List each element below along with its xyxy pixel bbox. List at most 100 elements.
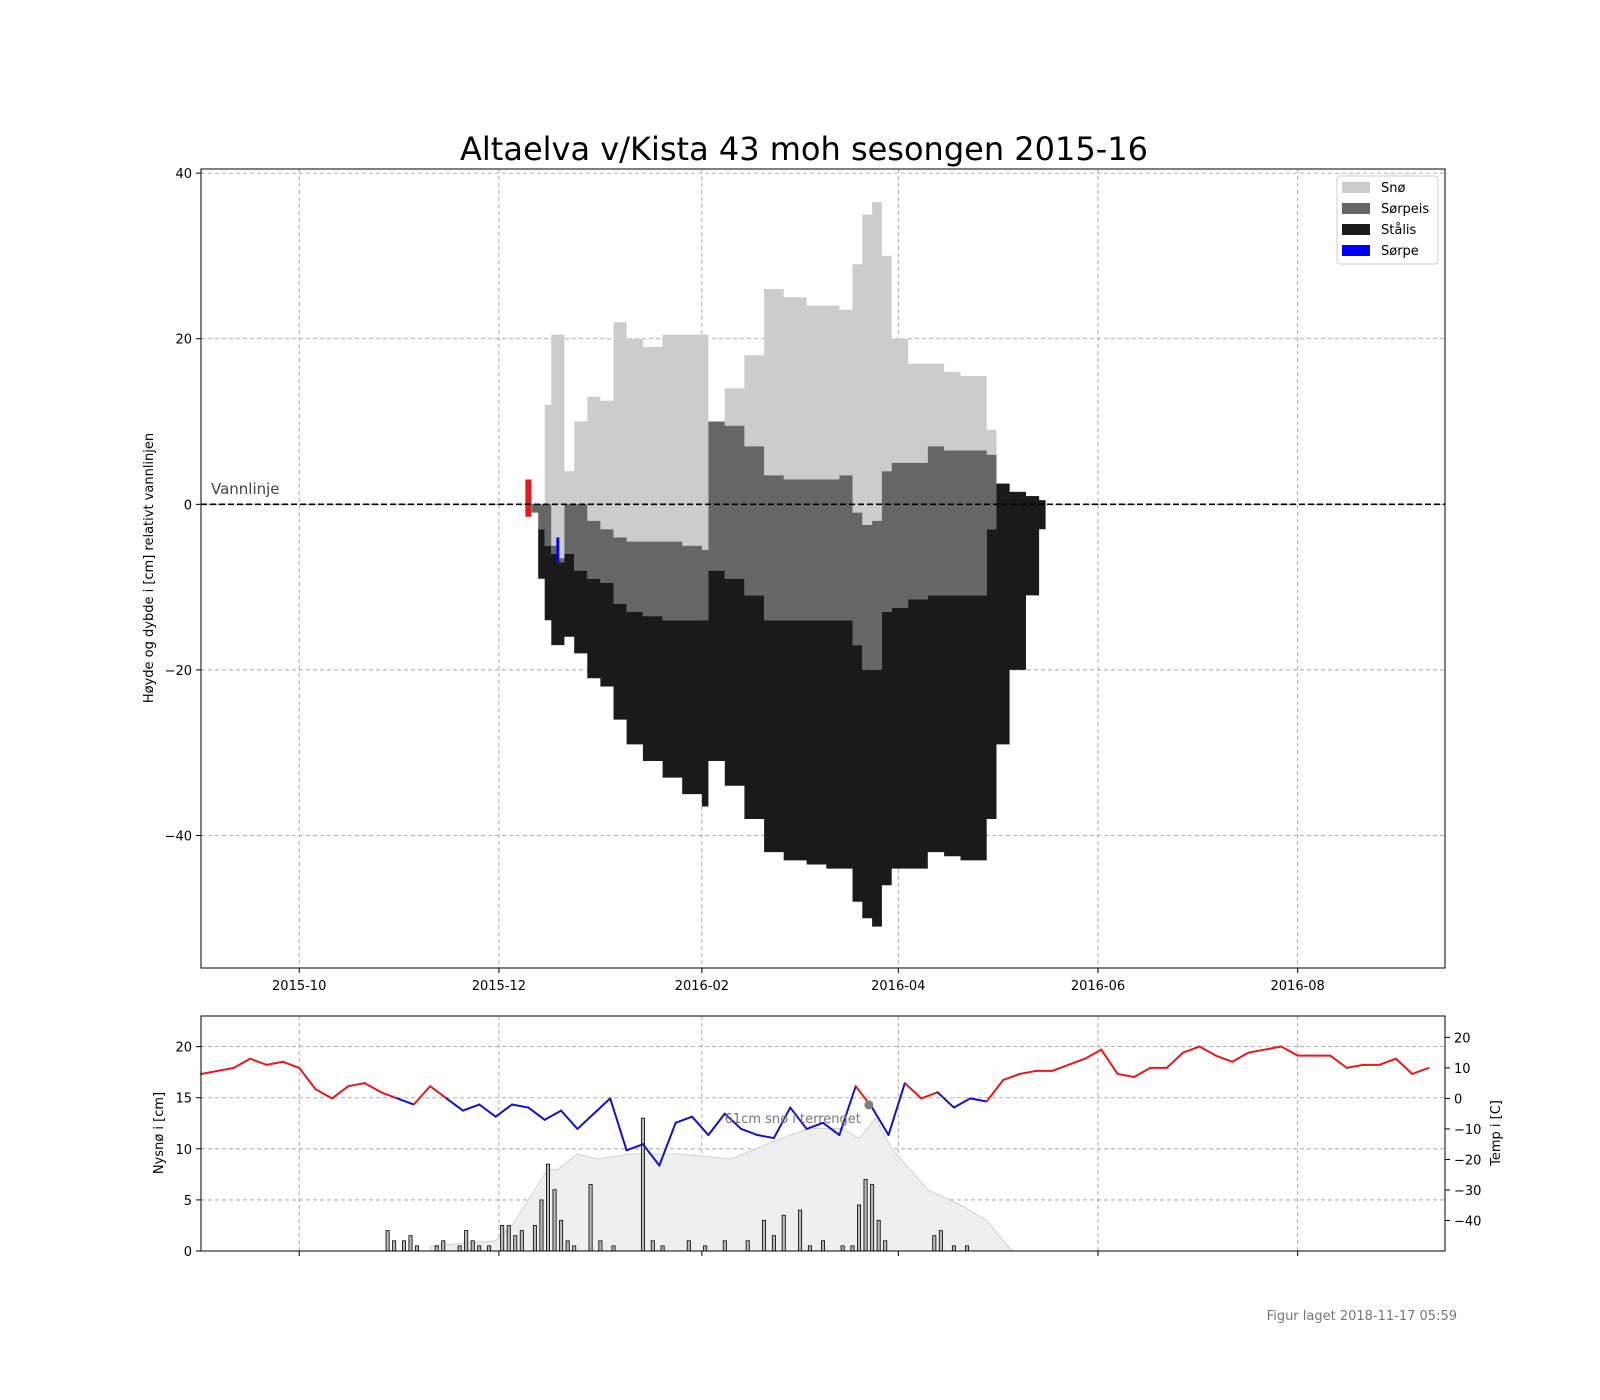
bottom-y-tick-label: 10 [175, 1143, 192, 1158]
temperature-segment [478, 1103, 497, 1118]
legend-label-snow: Snø [1381, 181, 1405, 196]
temperature-segment [281, 1060, 301, 1069]
temperature-segment [1198, 1045, 1217, 1057]
temperature-segment [1280, 1045, 1299, 1057]
new-snow-bar [464, 1230, 469, 1252]
waterline-label: Vannlinje [211, 480, 280, 498]
temperature-segment [298, 1066, 317, 1091]
temperature-segment [756, 1134, 775, 1140]
slush-marker [556, 537, 560, 563]
ice-start-marker [525, 479, 532, 517]
new-snow-bar [500, 1225, 505, 1252]
temperature-segment [1018, 1069, 1037, 1075]
temperature-segment [1182, 1045, 1201, 1054]
new-snow-bar [506, 1225, 511, 1252]
temperature-segment [625, 1143, 644, 1152]
new-snow-bar [441, 1240, 446, 1252]
temperature-segment [789, 1106, 808, 1130]
new-snow-bar [781, 1214, 786, 1252]
temperature-segment [1247, 1048, 1266, 1054]
new-snow-bar [611, 1245, 616, 1252]
new-snow-bar [883, 1240, 888, 1252]
legend-label-black-ice: Stålis [1381, 223, 1417, 238]
new-snow-bar [840, 1245, 845, 1252]
temperature-segment [1214, 1054, 1234, 1063]
new-snow-bar [821, 1240, 826, 1252]
temperature-segment [969, 1097, 988, 1103]
temperature-segment [445, 1097, 464, 1112]
new-snow-bar [434, 1245, 439, 1252]
temperature-segment [380, 1091, 399, 1100]
bottom-x-axis [298, 1251, 1299, 1256]
temperature-segment [920, 1091, 939, 1100]
temperature-segment [576, 1112, 595, 1130]
temperature-segment [1100, 1048, 1119, 1075]
new-snow-bar [519, 1230, 524, 1252]
temperature-segment [1002, 1072, 1021, 1082]
temperature-segment [707, 1112, 726, 1137]
main-x-tick-label: 2016-02 [675, 979, 729, 994]
new-snow-bar [745, 1240, 750, 1252]
new-snow-bar [771, 1235, 776, 1252]
temperature-segment [412, 1085, 432, 1106]
temperature-segment [396, 1097, 415, 1106]
temperature-segment [723, 1112, 743, 1130]
temperature-segment [805, 1121, 824, 1130]
temperature-segment [1165, 1051, 1185, 1069]
temperature-segment [1133, 1066, 1152, 1079]
temperature-segment [363, 1082, 383, 1094]
new-snow-bar [457, 1245, 462, 1252]
legend-swatch-slush-ice [1342, 203, 1370, 214]
temperature-segment [1067, 1057, 1086, 1066]
temperature-segment [429, 1085, 448, 1100]
temperature-segment [1394, 1057, 1414, 1075]
main-x-tick-label: 2016-08 [1271, 979, 1325, 994]
temperature-segment [887, 1082, 906, 1137]
new-snow-bar [572, 1245, 577, 1252]
temperature-segment [511, 1103, 530, 1109]
main-x-tick-label: 2015-12 [472, 979, 526, 994]
legend-label-slush: Sørpe [1381, 244, 1419, 259]
ice-thickness-chart: Vannlinje 2015-10 2015-12 2016-02 2016-04 20… [142, 167, 1446, 994]
temperature-segment [740, 1127, 759, 1137]
temperature-segment [1378, 1057, 1397, 1066]
temperature-segment [985, 1079, 1005, 1103]
new-snow-bar [686, 1240, 691, 1252]
new-snow-bar [487, 1245, 492, 1252]
new-snow-bar [513, 1235, 518, 1252]
temperature-segment [232, 1057, 252, 1069]
temperature-segment [314, 1088, 333, 1100]
temperature-segment [952, 1097, 972, 1109]
bottom-grid [201, 1016, 1445, 1251]
temperature-segment [265, 1060, 284, 1066]
bottom-y2-axis-label: Temp i [C] [1489, 1100, 1504, 1167]
new-snow-bar [559, 1219, 564, 1252]
temperature-segment [1231, 1051, 1250, 1063]
new-snow-bar [392, 1240, 397, 1252]
snow-depth-note: 61cm snø i terrenget [725, 1100, 874, 1127]
temperature-segment [936, 1091, 955, 1109]
new-snow-bar [703, 1245, 708, 1252]
snow-layer [531, 202, 1053, 559]
temperature-segment [592, 1097, 612, 1115]
temperature-segment [641, 1143, 661, 1167]
bottom-y2-tick-label: −10 [1454, 1123, 1481, 1138]
main-plot-frame [200, 168, 1446, 969]
temperature-segment [871, 1106, 890, 1137]
new-snow-bar [798, 1209, 803, 1252]
bottom-y2-tick-label: −30 [1454, 1184, 1481, 1199]
temperature-segment [461, 1103, 481, 1112]
temperature-segment [216, 1066, 235, 1072]
temperature-segment [1263, 1045, 1283, 1051]
bottom-y-tick-label: 15 [175, 1092, 192, 1107]
new-snow-bar [807, 1245, 812, 1252]
new-snow-bar [640, 1117, 645, 1252]
legend: Snø Sørpeis Stålis Sørpe [1336, 175, 1439, 265]
main-y-axis-label: Høyde og dybde i [cm] relativt vannlinje… [142, 433, 157, 703]
temperature-segment [560, 1109, 579, 1130]
temperature-segment [609, 1097, 628, 1152]
new-snow-bar [588, 1184, 593, 1252]
temperature-segment [347, 1082, 366, 1088]
temperature-segment [822, 1121, 841, 1137]
